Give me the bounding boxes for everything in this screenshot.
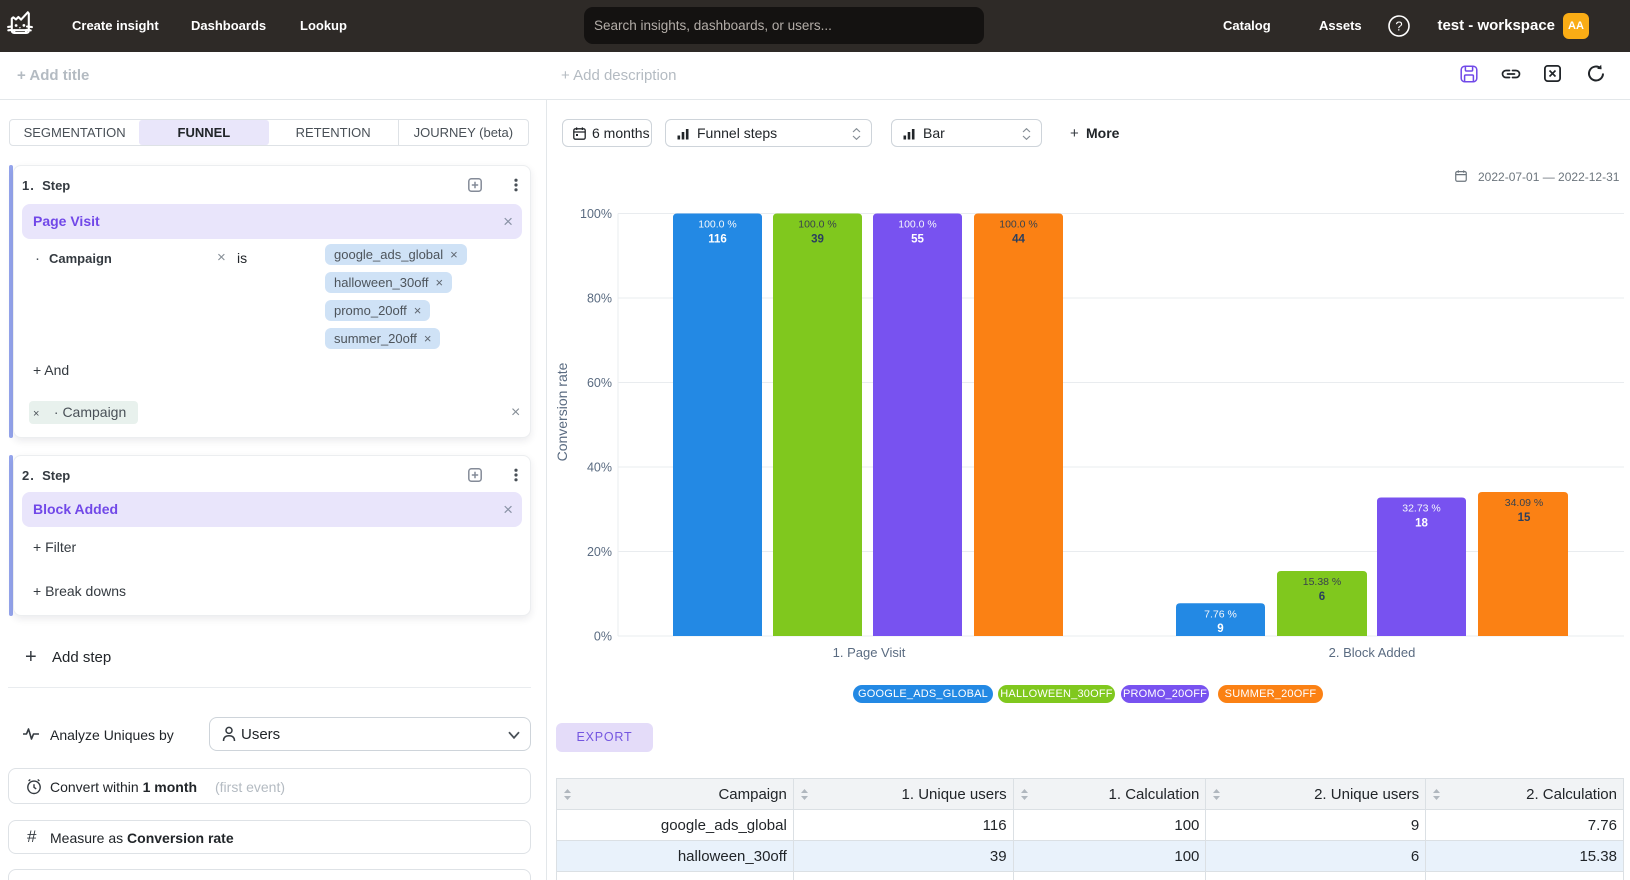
svg-text:44: 44 xyxy=(1012,234,1025,246)
svg-text:20%: 20% xyxy=(587,545,612,559)
svg-text:18: 18 xyxy=(1415,518,1428,530)
svg-text:100.0 %: 100.0 % xyxy=(898,219,937,231)
svg-text:9: 9 xyxy=(1217,623,1223,635)
svg-text:0%: 0% xyxy=(594,630,612,644)
svg-text:6: 6 xyxy=(1319,591,1325,603)
svg-text:15: 15 xyxy=(1518,512,1531,524)
svg-text:34.09 %: 34.09 % xyxy=(1505,497,1544,509)
svg-text:80%: 80% xyxy=(587,292,612,306)
svg-text:7.76 %: 7.76 % xyxy=(1204,609,1237,621)
svg-text:15.38 %: 15.38 % xyxy=(1303,576,1342,588)
svg-text:60%: 60% xyxy=(587,376,612,390)
svg-text:100.0 %: 100.0 % xyxy=(798,219,837,231)
svg-text:?: ? xyxy=(1395,19,1402,34)
svg-text:40%: 40% xyxy=(587,461,612,475)
svg-text:39: 39 xyxy=(811,234,824,246)
svg-text:100.0 %: 100.0 % xyxy=(999,219,1038,231)
svg-text:55: 55 xyxy=(911,234,924,246)
svg-text:Conversion rate: Conversion rate xyxy=(554,362,570,461)
svg-text:100.0 %: 100.0 % xyxy=(698,219,737,231)
svg-text:1. Page Visit: 1. Page Visit xyxy=(833,645,906,660)
svg-text:100%: 100% xyxy=(580,207,612,221)
svg-text:32.73 %: 32.73 % xyxy=(1402,503,1441,515)
svg-text:2. Block Added: 2. Block Added xyxy=(1329,645,1416,660)
svg-text:116: 116 xyxy=(708,234,727,246)
